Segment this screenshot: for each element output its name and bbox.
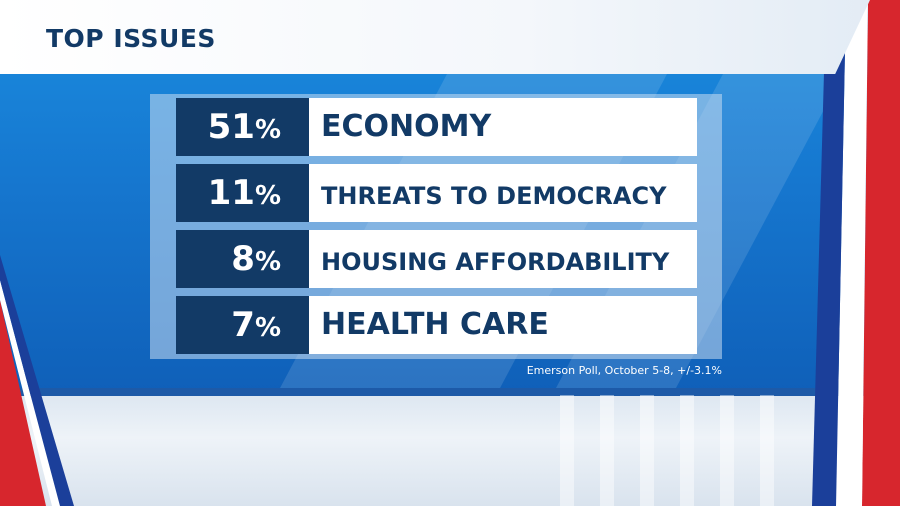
background-pillar xyxy=(680,395,694,506)
page-title: TOP ISSUES xyxy=(46,24,216,53)
percentage-value: 11% xyxy=(208,173,281,216)
issue-label: ECONOMY xyxy=(321,109,492,144)
issue-label-box: HEALTH CARE xyxy=(309,296,697,354)
issue-label-box: ECONOMY xyxy=(309,98,697,156)
percentage-value: 7% xyxy=(231,305,281,348)
background-columns xyxy=(0,392,900,506)
percentage-value: 8% xyxy=(231,239,281,282)
right-white-stripe xyxy=(836,0,868,506)
issue-row: 51% ECONOMY xyxy=(176,98,697,156)
right-blue-stripe xyxy=(812,0,846,506)
percent-symbol: % xyxy=(254,313,281,343)
percent-symbol: % xyxy=(254,181,281,211)
header-bar xyxy=(0,0,870,74)
issue-label: HEALTH CARE xyxy=(321,307,549,342)
percentage-value: 51% xyxy=(208,107,281,150)
issue-label: THREATS TO DEMOCRACY xyxy=(321,182,667,210)
issue-label-box: THREATS TO DEMOCRACY xyxy=(309,164,697,222)
percentage-box: 7% xyxy=(176,296,309,354)
issue-row: 11% THREATS TO DEMOCRACY xyxy=(176,164,697,222)
background-pillar xyxy=(600,395,614,506)
percentage-number: 11 xyxy=(207,173,255,213)
percentage-number: 51 xyxy=(207,107,255,147)
right-red-stripe xyxy=(862,0,900,506)
source-note: Emerson Poll, October 5-8, +/-3.1% xyxy=(526,364,722,377)
background-pillar xyxy=(640,395,654,506)
issue-label-box: HOUSING AFFORDABILITY xyxy=(309,230,697,288)
issue-label: HOUSING AFFORDABILITY xyxy=(321,248,670,276)
percentage-number: 7 xyxy=(231,305,255,345)
percentage-box: 51% xyxy=(176,98,309,156)
left-blue-stripe xyxy=(0,255,74,506)
percentage-number: 8 xyxy=(231,239,255,279)
issue-row: 8% HOUSING AFFORDABILITY xyxy=(176,230,697,288)
background-pillar xyxy=(720,395,734,506)
background-pillar xyxy=(560,395,574,506)
percentage-box: 8% xyxy=(176,230,309,288)
issue-row: 7% HEALTH CARE xyxy=(176,296,697,354)
background-band xyxy=(0,388,900,396)
percent-symbol: % xyxy=(254,247,281,277)
left-red-stripe xyxy=(0,300,46,506)
background-pillar xyxy=(760,395,774,506)
percent-symbol: % xyxy=(254,115,281,145)
percentage-box: 11% xyxy=(176,164,309,222)
